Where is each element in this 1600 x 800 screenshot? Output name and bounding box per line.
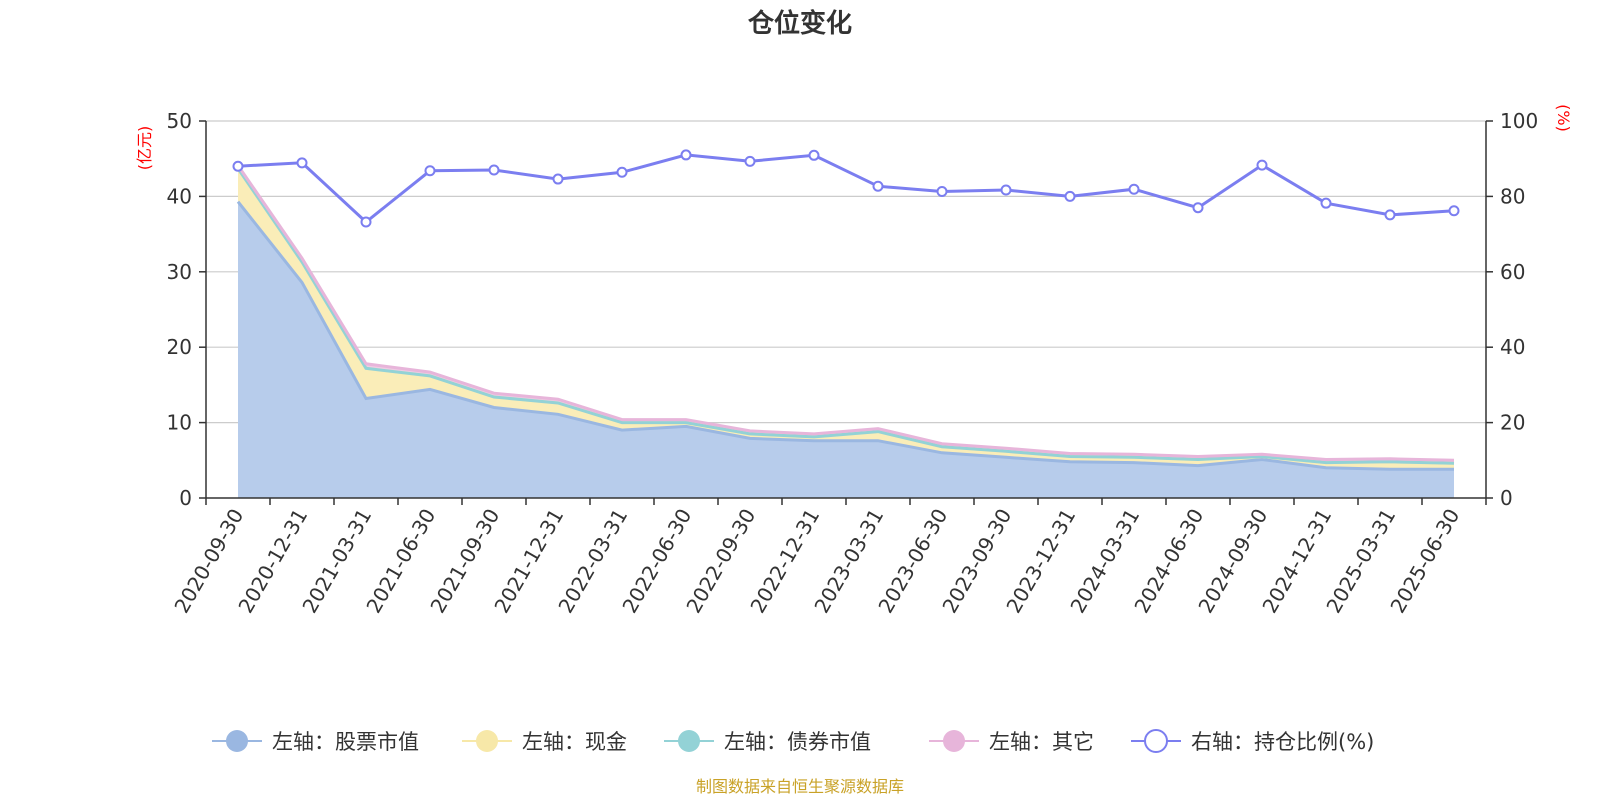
line-左轴：股票市值 bbox=[236, 200, 1454, 471]
left-tick-label: 30 bbox=[167, 260, 192, 284]
left-tick-label: 20 bbox=[167, 335, 192, 359]
legend-marker bbox=[943, 730, 965, 752]
left-tick-label: 40 bbox=[167, 184, 192, 208]
ratio-point bbox=[872, 180, 884, 192]
legend-label: 左轴：其它 bbox=[989, 730, 1094, 754]
ratio-point bbox=[1320, 197, 1332, 209]
right-axis-unit: (%) bbox=[1554, 104, 1573, 132]
ratio-point bbox=[232, 160, 244, 172]
line-左轴：债券市值 bbox=[236, 167, 1455, 465]
ratio-point bbox=[1192, 202, 1204, 214]
right-tick-label: 0 bbox=[1500, 486, 1513, 510]
legend-item[interactable]: 右轴：持仓比例(%) bbox=[1131, 729, 1374, 754]
ratio-point bbox=[680, 149, 692, 161]
legend[interactable]: 左轴：股票市值 左轴：现金 左轴：债券市值 左轴：其它 右轴：持仓比例(%) bbox=[212, 729, 1374, 754]
ratio-line bbox=[237, 153, 1455, 224]
line-左轴：其它 bbox=[236, 164, 1455, 462]
left-axis-unit: (亿元) bbox=[135, 126, 154, 171]
right-tick-label: 20 bbox=[1500, 411, 1525, 435]
ratio-point bbox=[1000, 184, 1012, 196]
legend-item[interactable]: 左轴：股票市值 bbox=[212, 730, 419, 754]
ratio-point bbox=[1384, 209, 1396, 221]
ratio-point bbox=[424, 165, 436, 177]
ratio-point bbox=[744, 155, 756, 167]
ratio-point bbox=[616, 166, 628, 178]
ratio-point bbox=[808, 149, 820, 161]
ratio-point bbox=[488, 164, 500, 176]
legend-item[interactable]: 左轴：现金 bbox=[462, 730, 627, 754]
legend-label: 左轴：股票市值 bbox=[272, 730, 419, 754]
grid-lines bbox=[206, 120, 1486, 424]
legend-marker bbox=[476, 730, 498, 752]
legend-marker bbox=[226, 730, 248, 752]
ratio-point bbox=[296, 157, 308, 169]
ratio-point bbox=[360, 216, 372, 228]
ratio-point bbox=[1064, 190, 1076, 202]
ratio-point bbox=[1256, 159, 1268, 171]
right-tick-label: 40 bbox=[1500, 335, 1525, 359]
x-axis-labels: 2020-09-302020-12-312021-03-312021-06-30… bbox=[169, 505, 1464, 618]
ratio-line-series bbox=[232, 149, 1460, 228]
legend-item[interactable]: 左轴：债券市值 bbox=[664, 730, 871, 754]
ratio-point bbox=[1128, 183, 1140, 195]
ratio-point bbox=[552, 173, 564, 185]
left-tick-label: 10 bbox=[167, 411, 192, 435]
legend-label: 左轴：现金 bbox=[522, 730, 627, 754]
legend-marker bbox=[678, 730, 700, 752]
legend-item[interactable]: 左轴：其它 bbox=[929, 730, 1094, 754]
legend-hollow-marker bbox=[1144, 729, 1168, 753]
stacked-areas bbox=[236, 164, 1455, 498]
ratio-point bbox=[1448, 205, 1460, 217]
area-左轴：股票市值 bbox=[238, 201, 1454, 498]
right-tick-label: 60 bbox=[1500, 260, 1525, 284]
legend-label: 左轴：债券市值 bbox=[724, 730, 871, 754]
right-tick-label: 80 bbox=[1500, 184, 1525, 208]
chart-title: 仓位变化 bbox=[747, 8, 852, 39]
legend-label: 右轴：持仓比例(%) bbox=[1191, 730, 1374, 754]
axes bbox=[205, 121, 1487, 505]
ratio-point bbox=[936, 185, 948, 197]
right-axis-labels: 0 20 40 60 80 100 bbox=[1486, 109, 1538, 510]
data-source-note: 制图数据来自恒生聚源数据库 bbox=[696, 777, 904, 796]
left-tick-label: 0 bbox=[179, 486, 192, 510]
left-axis-labels: 0 10 20 30 40 50 bbox=[167, 109, 206, 510]
right-tick-label: 100 bbox=[1500, 109, 1538, 133]
left-tick-label: 50 bbox=[167, 109, 192, 133]
